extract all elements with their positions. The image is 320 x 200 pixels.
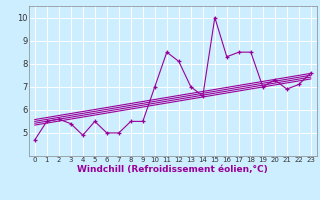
X-axis label: Windchill (Refroidissement éolien,°C): Windchill (Refroidissement éolien,°C) (77, 165, 268, 174)
